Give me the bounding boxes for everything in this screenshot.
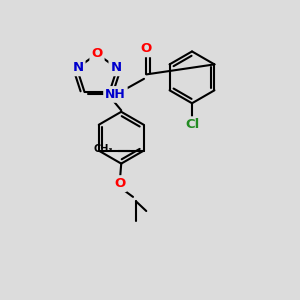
Text: O: O bbox=[92, 47, 103, 60]
Text: N: N bbox=[73, 61, 84, 74]
Text: O: O bbox=[141, 42, 152, 55]
Text: N: N bbox=[110, 61, 122, 74]
Text: Cl: Cl bbox=[185, 118, 199, 131]
Text: CH₃: CH₃ bbox=[93, 144, 113, 154]
Text: O: O bbox=[114, 177, 125, 190]
Text: NH: NH bbox=[105, 88, 126, 101]
